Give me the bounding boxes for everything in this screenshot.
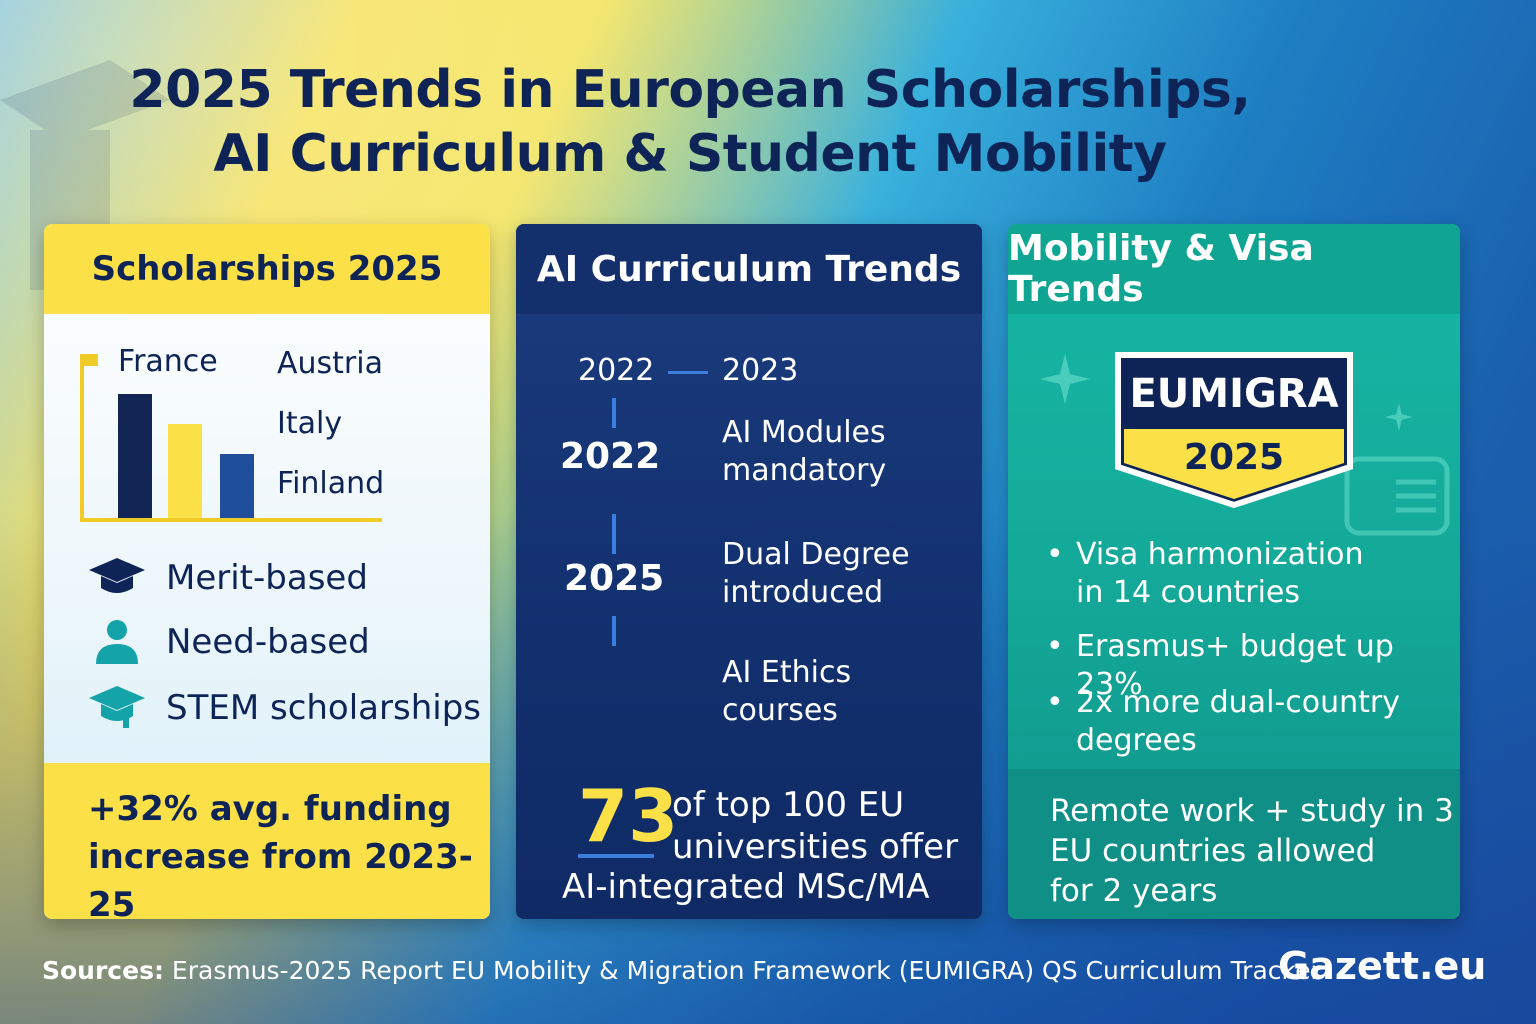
sparkle-icon — [1040, 354, 1090, 404]
brand-logo: Gazett.eu — [1278, 944, 1487, 988]
timeline-connector — [668, 371, 708, 374]
country-label-france: France — [118, 344, 218, 379]
sources-line: Sources: Erasmus-2025 Report EU Mobility… — [42, 956, 1321, 985]
stat-number: 73 — [578, 774, 679, 858]
mobility-panel: Mobility & Visa Trends EUMIGRA 2025 • Vi… — [1008, 224, 1460, 919]
stem-cap-icon — [86, 684, 148, 732]
timeline-dash — [612, 616, 616, 646]
ai-curriculum-panel: AI Curriculum Trends 2022 2023 2022 AI M… — [516, 224, 982, 919]
bar-3 — [220, 454, 254, 518]
type-need: Need-based — [86, 618, 370, 666]
timeline-year-top-left: 2022 — [578, 353, 655, 388]
country-label-austria: Austria — [277, 346, 383, 381]
timeline-dash — [612, 514, 616, 554]
timeline-item-1: AI Modules mandatory — [722, 415, 887, 488]
person-icon — [86, 618, 148, 666]
bullet-dual-degrees: • 2x more dual-country degrees — [1046, 685, 1400, 758]
bar-1 — [118, 394, 152, 518]
timeline-year-top-right: 2023 — [722, 353, 799, 388]
type-stem: STEM scholarships — [86, 684, 481, 732]
stat-text-line3: AI-integrated MSc/MA — [562, 867, 930, 907]
page-title: 2025 Trends in European Scholarships, AI… — [129, 60, 1251, 184]
eumigra-badge: EUMIGRA 2025 — [1112, 349, 1356, 509]
country-label-finland: Finland — [277, 466, 385, 501]
bar-2 — [168, 424, 202, 518]
scholarship-bar-chart: France Austria Italy Finland — [80, 344, 390, 524]
timeline-year-2: 2025 — [564, 558, 665, 599]
badge-year: 2025 — [1183, 437, 1285, 478]
timeline-year-1: 2022 — [560, 436, 661, 477]
country-label-italy: Italy — [277, 406, 343, 441]
passport-icon — [1344, 456, 1450, 536]
badge-name: EUMIGRA — [1129, 371, 1339, 417]
chart-y-axis — [80, 354, 84, 522]
timeline-item-2: Dual Degree introduced — [722, 537, 910, 610]
timeline-item-3: AI Ethics courses — [722, 655, 852, 728]
chart-x-axis — [80, 518, 382, 522]
graduation-cap-icon — [86, 554, 148, 602]
scholarships-heading: Scholarships 2025 — [44, 224, 490, 314]
flag-icon — [84, 354, 98, 366]
ai-curriculum-heading: AI Curriculum Trends — [516, 224, 982, 314]
type-merit: Merit-based — [86, 554, 368, 602]
bullet-visa: • Visa harmonization in 14 countries — [1046, 537, 1364, 610]
mobility-heading: Mobility & Visa Trends — [1008, 224, 1460, 314]
sparkle-icon — [1385, 403, 1413, 431]
scholarships-panel: Scholarships 2025 France Austria Italy F… — [44, 224, 490, 919]
stat-underline — [578, 854, 654, 858]
timeline-dash — [612, 398, 616, 428]
funding-stat: +32% avg. funding increase from 2023-25 — [44, 763, 490, 919]
remote-work-stat: Remote work + study in 3 EU countries al… — [1008, 769, 1460, 919]
bullet-erasmus: • Erasmus+ budget up 23% — [1046, 629, 1394, 702]
background-graduation-cap-icon — [0, 60, 170, 290]
stat-text: of top 100 EU universities offer — [672, 785, 959, 867]
